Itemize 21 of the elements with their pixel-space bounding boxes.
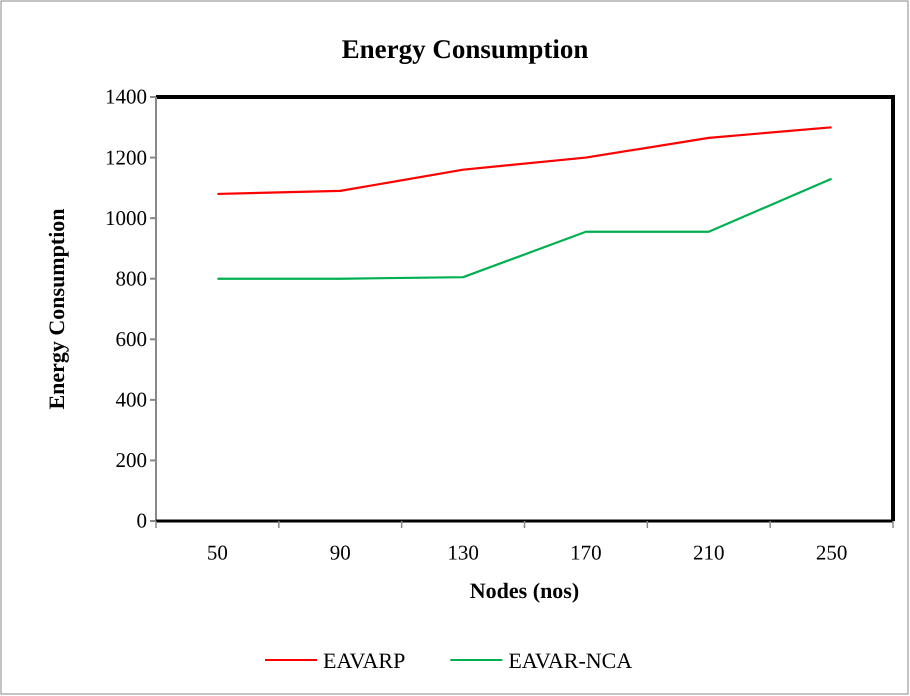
x-tick-label: 130 [447, 540, 479, 565]
x-axis-title: Nodes (nos) [470, 578, 580, 603]
legend-label: EAVARP [323, 648, 406, 673]
x-tick-label: 50 [206, 540, 228, 565]
y-tick-label: 1200 [105, 145, 147, 170]
y-tick-label: 1000 [105, 206, 147, 230]
y-tick-label: 600 [116, 327, 147, 352]
line-series [216, 126, 833, 196]
y-tick-label: 0 [136, 508, 147, 533]
x-tick-label: 90 [330, 540, 351, 565]
x-tick-label: 210 [693, 540, 724, 565]
line-series [216, 178, 833, 280]
x-tick-label: 170 [570, 540, 602, 565]
y-tick-label: 1400 [105, 84, 147, 109]
y-tick-label: 800 [116, 266, 147, 290]
chart-title: Energy Consumption [342, 34, 588, 64]
y-axis-title: Energy Consumption [44, 208, 69, 410]
x-tick-label: 250 [816, 540, 848, 565]
y-tick-label: 400 [116, 388, 147, 412]
legend-label: EAVAR-NCA [508, 648, 632, 673]
y-tick-label: 200 [116, 448, 147, 472]
